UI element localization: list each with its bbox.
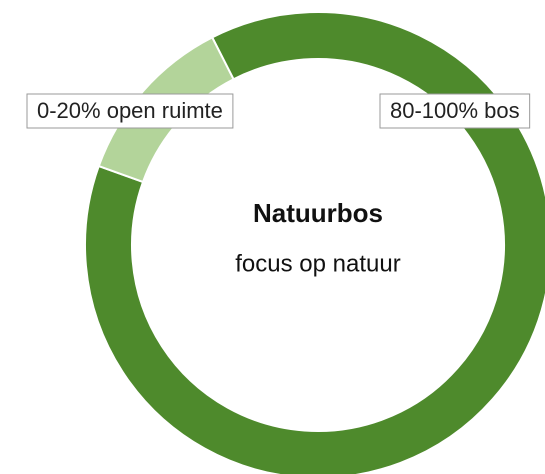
slice-label: 0-20% open ruimte (37, 98, 223, 123)
chart-title: Natuurbos (253, 198, 383, 228)
slices (84, 11, 545, 474)
labels: 80-100% bos 0-20% open ruimte (26, 93, 531, 129)
label-box (26, 93, 234, 129)
chart-subtitle: focus op natuur (235, 250, 400, 277)
label-box (379, 93, 531, 129)
slice (84, 11, 545, 474)
slice-label: 80-100% bos (390, 98, 520, 123)
